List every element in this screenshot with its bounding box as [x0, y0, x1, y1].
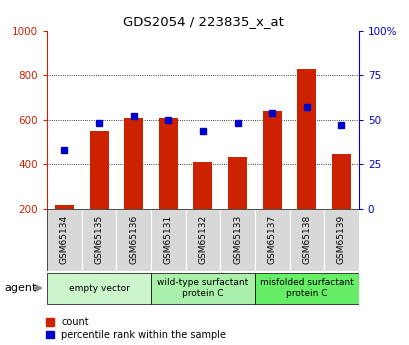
Text: GSM65139: GSM65139 [336, 215, 345, 264]
Text: empty vector: empty vector [68, 284, 129, 293]
Title: GDS2054 / 223835_x_at: GDS2054 / 223835_x_at [122, 16, 283, 29]
Bar [151, 209, 185, 271]
Legend: count, percentile rank within the sample: count, percentile rank within the sample [46, 317, 226, 340]
Text: GSM65131: GSM65131 [164, 215, 173, 264]
Bar [55, 205, 74, 209]
Bar [116, 209, 151, 271]
Text: agent: agent [4, 283, 36, 293]
Text: wild-type surfactant
protein C: wild-type surfactant protein C [157, 278, 248, 298]
Bar [331, 154, 350, 209]
Bar [151, 273, 254, 304]
Bar [262, 111, 281, 209]
Bar [297, 69, 316, 209]
Text: GSM65137: GSM65137 [267, 215, 276, 264]
Bar [81, 209, 116, 271]
Text: GSM65133: GSM65133 [232, 215, 241, 264]
Text: GSM65132: GSM65132 [198, 215, 207, 264]
Bar [227, 157, 247, 209]
Bar [89, 131, 108, 209]
Bar [185, 209, 220, 271]
Bar [254, 209, 289, 271]
Bar [289, 209, 324, 271]
Bar [47, 273, 151, 304]
Bar [47, 209, 81, 271]
Text: GSM65138: GSM65138 [301, 215, 310, 264]
Text: GSM65134: GSM65134 [60, 215, 69, 264]
Text: GSM65135: GSM65135 [94, 215, 103, 264]
Bar [124, 118, 143, 209]
Bar [220, 209, 254, 271]
Text: misfolded surfactant
protein C: misfolded surfactant protein C [259, 278, 353, 298]
Bar [324, 209, 358, 271]
Bar [158, 118, 178, 209]
Bar [193, 162, 212, 209]
Bar [254, 273, 358, 304]
Text: GSM65136: GSM65136 [129, 215, 138, 264]
